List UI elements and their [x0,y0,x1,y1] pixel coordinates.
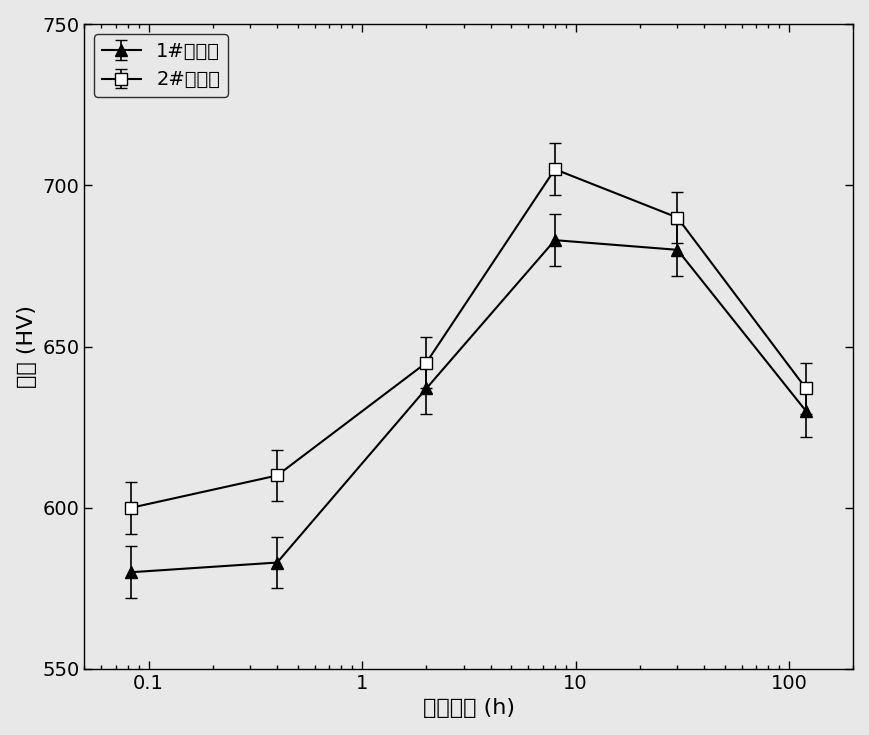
Legend: 1#试验钢, 2#试验钢: 1#试验钢, 2#试验钢 [94,34,228,97]
X-axis label: 时效时间 (h): 时效时间 (h) [422,698,514,718]
Y-axis label: 硬度 (HV): 硬度 (HV) [17,305,36,388]
